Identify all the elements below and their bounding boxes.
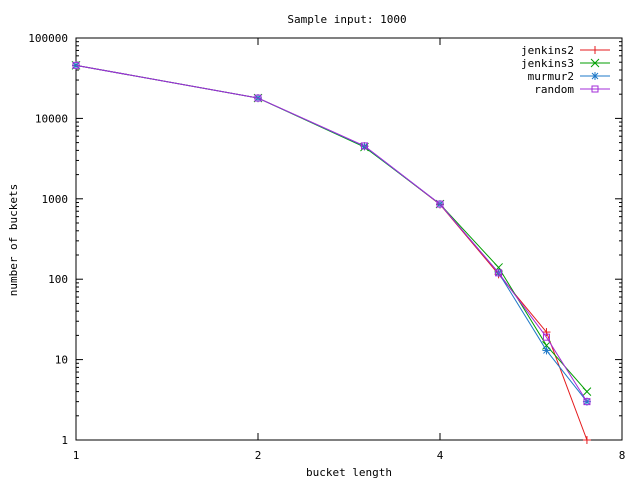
series-jenkins2 — [72, 61, 591, 444]
y-tick-label: 1 — [61, 434, 68, 447]
data-point — [542, 328, 551, 337]
data-point — [542, 346, 551, 355]
series-line — [75, 64, 588, 402]
axis-ticks: 1 10 100 1000 10000 100000 1 2 4 8 — [28, 32, 625, 462]
legend-label: murmur2 — [528, 70, 574, 83]
data-point — [591, 46, 599, 54]
data-point — [582, 387, 592, 396]
y-tick-label: 10000 — [35, 112, 68, 125]
y-tick-label: 100 — [48, 273, 68, 286]
x-tick-label: 1 — [73, 449, 80, 462]
data-point — [582, 436, 591, 444]
y-tick-label: 100000 — [28, 32, 68, 45]
y-tick-label: 10 — [55, 354, 68, 367]
y-tick-label: 1000 — [42, 193, 69, 206]
data-point — [495, 269, 503, 277]
x-tick-label: 2 — [255, 449, 262, 462]
series-layer — [71, 60, 592, 444]
series-random — [72, 61, 591, 406]
x-tick-label: 8 — [619, 449, 626, 462]
chart-title: Sample input: 1000 — [287, 13, 406, 26]
series-line — [75, 64, 588, 392]
data-point — [360, 142, 368, 150]
y-axis-label: number of buckets — [7, 184, 20, 297]
legend-label: jenkins3 — [521, 57, 574, 70]
x-tick-label: 4 — [437, 449, 444, 462]
plot-frame — [75, 37, 623, 441]
data-point — [590, 58, 600, 68]
legend-label: jenkins2 — [521, 44, 574, 57]
series-line — [75, 64, 588, 402]
data-point — [591, 85, 599, 93]
data-point — [254, 94, 262, 102]
x-axis-label: bucket length — [306, 466, 392, 479]
legend-label: random — [534, 83, 574, 96]
data-point — [542, 333, 550, 341]
series-jenkins3 — [71, 60, 592, 396]
data-point — [583, 398, 591, 406]
data-point — [436, 200, 444, 208]
series-murmur2 — [72, 61, 591, 406]
data-point — [591, 72, 599, 80]
data-point — [72, 61, 80, 69]
series-line — [75, 64, 588, 441]
